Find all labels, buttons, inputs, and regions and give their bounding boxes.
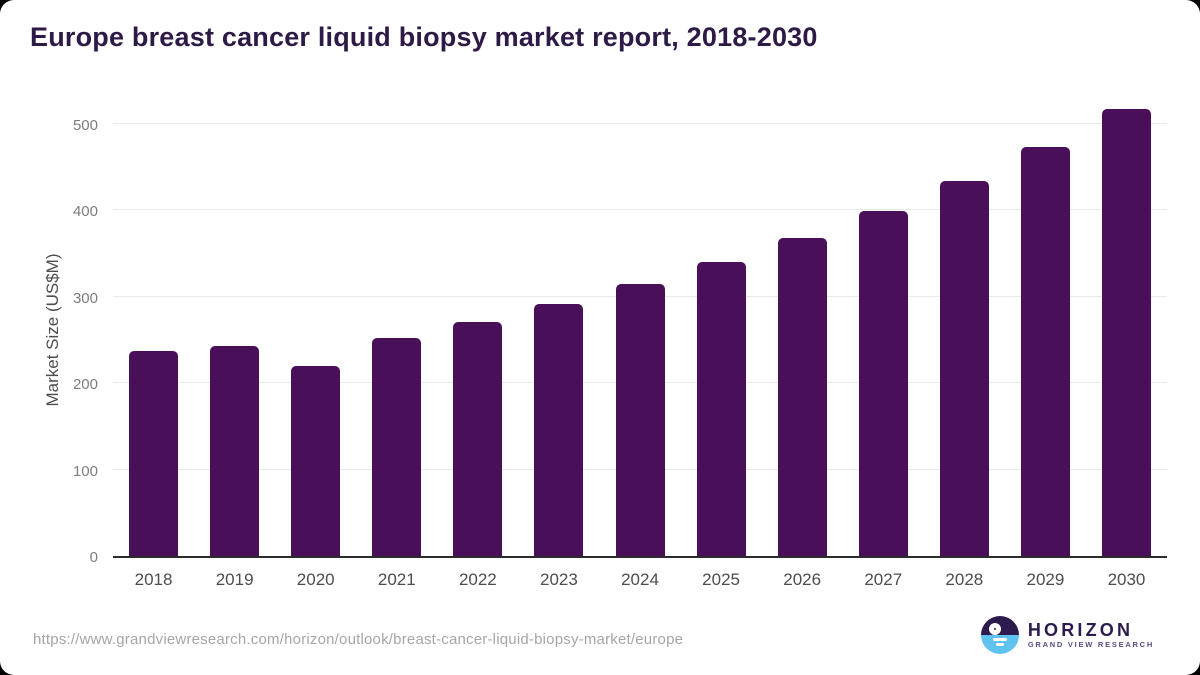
bar-2029 — [1020, 147, 1070, 556]
bar-slot-2018 — [113, 100, 194, 556]
y-tick-label-0: 0 — [89, 549, 98, 566]
logo-sun-arch-icon — [988, 623, 1001, 635]
y-tick-label-400: 400 — [72, 203, 98, 221]
bar-2021 — [372, 338, 422, 556]
gridline-500 — [113, 122, 1167, 124]
x-axis-labels: 2018 2019 2020 2021 2022 2023 2024 2025 2026 2027… — [113, 570, 1167, 590]
bar-slot-2020 — [275, 100, 356, 556]
y-axis-ticks: 0 100 200 300 400 500 — [52, 100, 98, 566]
bar-2023 — [534, 303, 584, 556]
x-tick-label-2022: 2022 — [458, 570, 497, 589]
logo-reflection-line — [992, 638, 1007, 641]
x-tick-label-2025: 2025 — [702, 570, 740, 589]
x-tick-label-2029: 2029 — [1026, 570, 1065, 589]
bar-2024 — [615, 283, 665, 556]
bar-slot-2028 — [924, 100, 1005, 556]
bar-2026 — [777, 238, 827, 556]
bar-slot-2019 — [194, 100, 275, 556]
page-title: Europe breast cancer liquid biopsy marke… — [30, 22, 818, 52]
x-tick-label-2018: 2018 — [134, 570, 173, 589]
bar-2028 — [939, 180, 989, 556]
horizon-logo-icon — [980, 616, 1019, 654]
x-tick-label-2028: 2028 — [945, 570, 984, 589]
y-tick-label-500: 500 — [72, 116, 98, 134]
bars — [113, 100, 1167, 556]
y-tick-label-100: 100 — [72, 462, 98, 480]
bar-2018 — [129, 351, 179, 556]
x-tick-label-2027: 2027 — [864, 570, 903, 589]
bar-2027 — [858, 211, 908, 556]
bar-2030 — [1101, 109, 1151, 556]
y-tick-label-200: 200 — [72, 376, 98, 394]
bar-slot-2023 — [518, 100, 599, 556]
bar-2022 — [453, 321, 503, 556]
plot-area: 2018 2019 2020 2021 2022 2023 2024 2025 2026 2027… — [113, 100, 1167, 589]
bar-2025 — [696, 262, 746, 556]
logo-name: HORIZON — [1027, 620, 1134, 640]
x-tick-label-2021: 2021 — [377, 570, 416, 589]
x-tick-label-2030: 2030 — [1107, 570, 1146, 589]
bar-slot-2021 — [356, 100, 437, 556]
logo-reflection-line — [995, 643, 1004, 646]
bar-2019 — [210, 346, 260, 556]
x-tick-label-2019: 2019 — [215, 570, 254, 589]
source-url: https://www.grandviewresearch.com/horizo… — [33, 631, 684, 648]
bar-slot-2025 — [681, 100, 762, 556]
y-tick-label-300: 300 — [72, 289, 98, 307]
logo-text: HORIZON GRAND VIEW RESEARCH — [1028, 620, 1154, 650]
bar-slot-2027 — [843, 100, 924, 556]
horizon-logo: HORIZON GRAND VIEW RESEARCH — [980, 616, 1154, 654]
x-tick-label-2026: 2026 — [783, 570, 822, 589]
logo-sea-half — [980, 635, 1019, 654]
bar-2020 — [291, 365, 341, 556]
gridline-400 — [113, 209, 1167, 211]
bar-slot-2024 — [599, 100, 680, 556]
bar-slot-2022 — [437, 100, 518, 556]
x-tick-label-2020: 2020 — [296, 570, 335, 589]
x-tick-label-2024: 2024 — [621, 570, 659, 589]
x-tick-label-2023: 2023 — [540, 570, 578, 589]
bar-slot-2026 — [762, 100, 843, 556]
bar-slot-2029 — [1005, 100, 1086, 556]
bar-slot-2030 — [1086, 100, 1167, 556]
logo-subtitle: GRAND VIEW RESEARCH — [1027, 640, 1154, 649]
